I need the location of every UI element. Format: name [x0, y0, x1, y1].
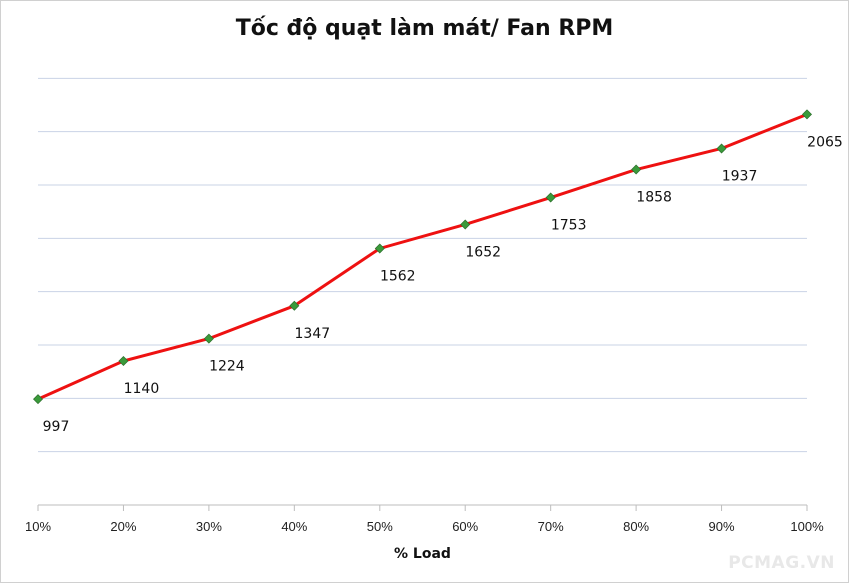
data-label: 1753 [551, 218, 587, 234]
data-point [716, 143, 727, 154]
x-tick-label: 10% [25, 519, 51, 534]
series-line [37, 112, 808, 401]
data-label: 997 [43, 419, 70, 435]
chart-title: Tốc độ quạt làm mát/ Fan RPM [235, 16, 614, 41]
data-label: 1937 [722, 168, 758, 184]
data-label: 1562 [380, 268, 416, 284]
x-tick-label: 20% [110, 519, 136, 534]
x-tick-label: 80% [623, 519, 649, 534]
watermark: PCMAG.VN [728, 553, 835, 573]
data-point [289, 300, 300, 311]
data-point [545, 192, 556, 203]
data-point [802, 109, 812, 120]
data-label: 1140 [124, 381, 160, 397]
x-tick-label: 70% [538, 519, 564, 534]
data-label: 1224 [209, 359, 245, 375]
x-tick-label: 90% [709, 519, 735, 534]
x-tick-label: 100% [790, 519, 824, 534]
data-label: 1347 [295, 326, 331, 342]
x-tick-label: 50% [367, 519, 393, 534]
data-point [33, 394, 43, 405]
x-tick-label: 30% [196, 519, 222, 534]
x-tick-label: 40% [281, 519, 307, 534]
data-point [118, 356, 129, 366]
data-point [203, 333, 214, 344]
data-label: 1652 [465, 244, 501, 260]
x-tick-label: 60% [452, 519, 478, 534]
data-point [374, 243, 385, 254]
data-point [460, 219, 471, 230]
data-label: 1858 [636, 190, 672, 206]
data-point [631, 164, 642, 175]
data-label: 2065 [807, 134, 843, 150]
x-axis-title: % Load [394, 546, 451, 562]
